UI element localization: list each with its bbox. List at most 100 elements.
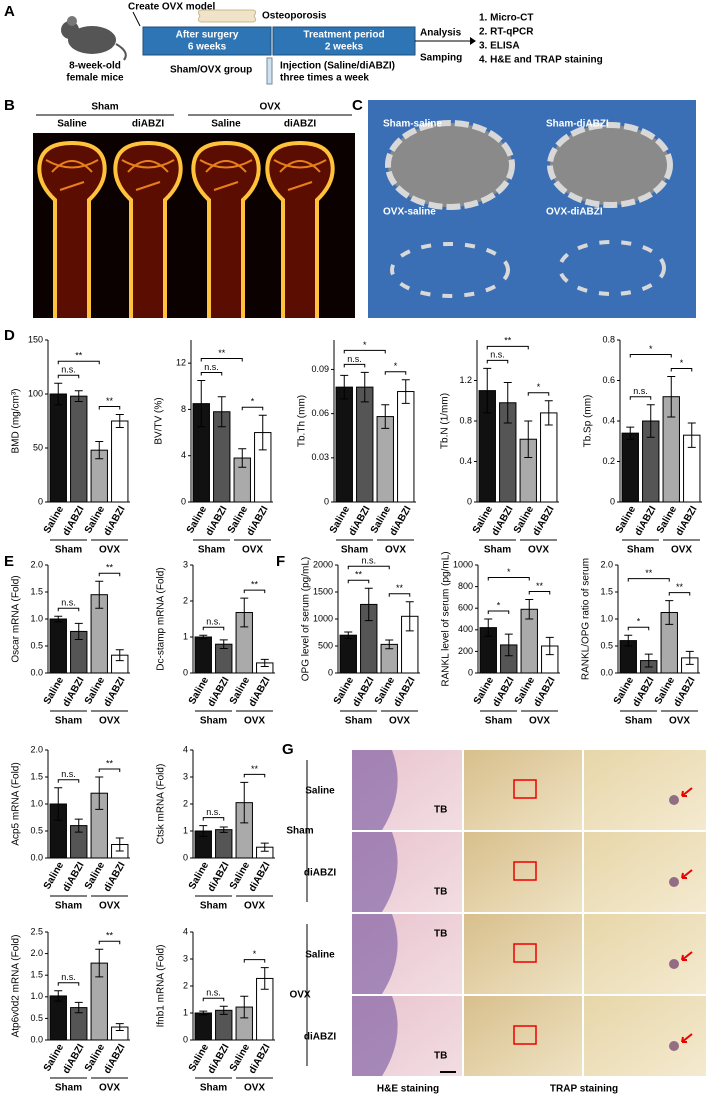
error-bar <box>95 441 104 460</box>
error-bar <box>240 597 249 628</box>
osteoporosis-label: Osteoporosis <box>262 11 327 22</box>
error-bar <box>503 382 512 424</box>
y-tick-label: 0.5 <box>600 640 613 650</box>
group-label: Sham <box>55 545 82 556</box>
significance-label: ** <box>396 583 404 593</box>
mice-label: 8-week-old <box>69 61 121 72</box>
y-tick-label: 3 <box>183 771 188 781</box>
phase-label: 6 weeks <box>188 42 227 53</box>
trabecular-render <box>547 122 673 208</box>
error-bar <box>115 414 124 428</box>
bar <box>215 829 233 859</box>
error-bar <box>504 633 513 657</box>
error-bar <box>644 653 653 668</box>
render-label: Sham-saline <box>383 119 442 130</box>
treatment-label: diABZI <box>284 119 316 130</box>
y-tick-label: 0.5 <box>30 825 43 835</box>
y-tick-label: 1 <box>183 825 188 835</box>
arrow-marker <box>681 951 693 961</box>
treatment-label: Saline <box>211 119 241 130</box>
significance-label: * <box>537 382 541 392</box>
phase-label: After surgery <box>176 30 239 41</box>
bar <box>621 432 639 503</box>
bar <box>339 634 357 674</box>
significance-label: ** <box>106 931 114 941</box>
panel-label: E <box>4 553 14 570</box>
group-label: Sham <box>341 545 368 556</box>
y-tick-label: 0.6 <box>602 375 615 385</box>
y-tick-label: 0 <box>181 496 186 506</box>
group-label: OVX <box>289 990 310 1001</box>
y-tick-label: 0 <box>183 852 188 862</box>
y-axis-label: BMD (mg/cm³) <box>11 389 22 454</box>
y-axis-label: Tb.N (1/mm) <box>440 393 451 449</box>
mice-label: female mice <box>66 73 124 84</box>
y-tick-label: 2.0 <box>30 559 43 569</box>
error-bar <box>95 776 104 810</box>
tb-label: TB <box>434 1051 447 1062</box>
significance-bracket <box>629 396 652 400</box>
y-tick-label: 150 <box>28 334 43 344</box>
y-axis-label: Ctsk mRNA (Fold) <box>156 764 167 845</box>
error-bar <box>544 400 553 426</box>
error-bar <box>197 380 206 428</box>
significance-bracket <box>202 626 225 631</box>
y-axis-label: BV/TV (%) <box>154 397 165 444</box>
y-axis-label: RANKL level of serum (pg/mL) <box>441 551 452 686</box>
histology-image <box>584 914 706 994</box>
marrow-region <box>352 914 398 994</box>
histology-image <box>464 996 582 1076</box>
significance-bracket <box>243 589 266 594</box>
y-tick-label: 0.0 <box>600 667 613 677</box>
y-axis-label: Dc-stamp mRNA (Fold) <box>156 567 167 670</box>
error-bar <box>646 404 655 438</box>
tb-label: TB <box>434 805 447 816</box>
y-tick-label: 0 <box>183 1034 188 1044</box>
significance-label: * <box>497 600 501 610</box>
method-item: 4. H&E and TRAP staining <box>479 55 603 66</box>
group-label: Sham <box>200 716 227 727</box>
y-tick-label: 100 <box>28 388 43 398</box>
row-label: Saline <box>305 786 335 797</box>
significance-bracket <box>57 982 80 986</box>
error-bar <box>219 1005 228 1015</box>
significance-label: ** <box>75 351 83 361</box>
significance-label: n.s. <box>61 598 76 608</box>
significance-label: ** <box>106 758 114 768</box>
significance-label: * <box>251 397 255 407</box>
significance-bracket <box>243 773 266 778</box>
y-tick-label: 3 <box>183 953 188 963</box>
error-bar <box>238 448 247 468</box>
method-item: 3. ELISA <box>479 41 520 52</box>
bar <box>49 618 67 674</box>
y-tick-label: 0.5 <box>30 640 43 650</box>
bar <box>70 395 88 503</box>
y-tick-label: 0 <box>467 496 472 506</box>
y-tick-label: 0 <box>610 496 615 506</box>
y-tick-label: 2 <box>183 798 188 808</box>
arrow-marker <box>681 869 693 879</box>
roi-box <box>513 1025 537 1045</box>
y-tick-label: 0.8 <box>602 334 615 344</box>
bar <box>49 393 67 503</box>
error-bar <box>340 374 349 400</box>
significance-bracket <box>202 817 225 821</box>
error-bar <box>484 618 493 637</box>
bar <box>49 995 67 1041</box>
row-label: diABZI <box>304 1032 336 1043</box>
significance-label: * <box>680 358 684 368</box>
y-tick-label: 1500 <box>313 586 333 596</box>
error-bar <box>385 639 394 650</box>
mouse-head <box>61 21 79 39</box>
mouse-tail <box>115 43 127 61</box>
histology-image <box>464 914 582 994</box>
group-label: OVX <box>99 545 120 556</box>
bar <box>335 386 353 503</box>
y-tick-label: 1.0 <box>30 613 43 623</box>
syringe-icon <box>266 57 273 85</box>
error-bar <box>54 990 63 1002</box>
y-tick-label: 0 <box>38 496 43 506</box>
y-tick-label: 8 <box>181 404 186 414</box>
trabecula <box>45 159 99 191</box>
group-label: OVX <box>669 716 690 727</box>
